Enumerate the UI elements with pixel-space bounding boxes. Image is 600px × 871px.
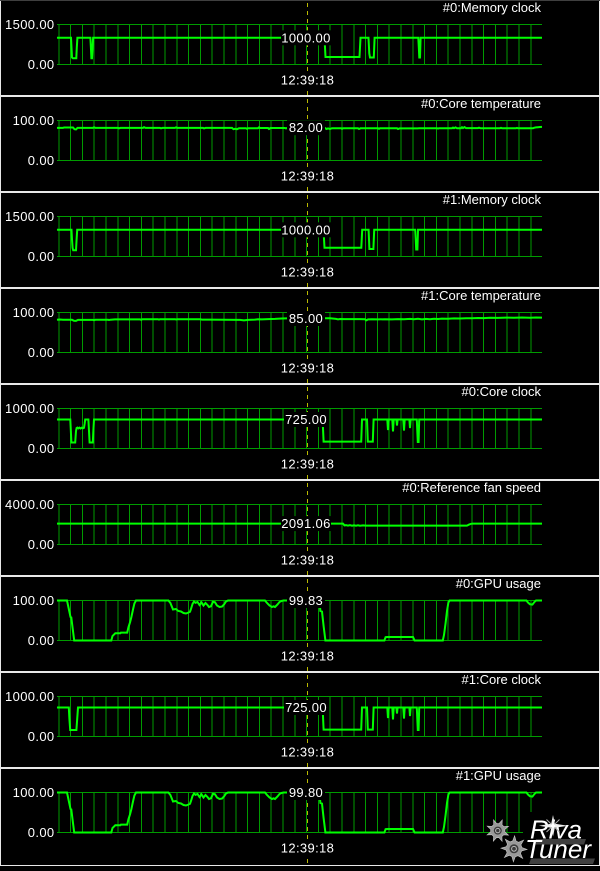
svg-text:100.00: 100.00 xyxy=(13,113,55,128)
svg-text:99.83: 99.83 xyxy=(289,593,323,608)
svg-text:12:39:18: 12:39:18 xyxy=(281,553,334,568)
svg-text:12:39:18: 12:39:18 xyxy=(281,841,334,856)
svg-text:#1:Core clock: #1:Core clock xyxy=(462,672,542,687)
svg-text:99.80: 99.80 xyxy=(289,785,323,800)
svg-text:12:39:18: 12:39:18 xyxy=(281,649,334,664)
svg-text:100.00: 100.00 xyxy=(13,785,55,800)
svg-text:0.00: 0.00 xyxy=(28,633,55,648)
svg-text:#1:GPU usage: #1:GPU usage xyxy=(456,768,541,783)
svg-text:100.00: 100.00 xyxy=(13,305,55,320)
svg-text:0.00: 0.00 xyxy=(28,57,55,72)
svg-text:#1:Core temperature: #1:Core temperature xyxy=(421,288,541,303)
svg-text:12:39:18: 12:39:18 xyxy=(281,361,334,376)
svg-text:Riva: Riva xyxy=(530,815,582,845)
svg-text:2091.06: 2091.06 xyxy=(281,516,330,531)
svg-text:1000.00: 1000.00 xyxy=(5,689,54,704)
svg-text:1000.00: 1000.00 xyxy=(5,401,54,416)
svg-text:Tuner: Tuner xyxy=(525,834,592,864)
svg-text:4000.00: 4000.00 xyxy=(5,497,54,512)
svg-text:12:39:18: 12:39:18 xyxy=(281,169,334,184)
svg-text:#0:Reference fan speed: #0:Reference fan speed xyxy=(402,480,541,495)
svg-text:12:39:18: 12:39:18 xyxy=(281,457,334,472)
svg-text:100.00: 100.00 xyxy=(13,593,55,608)
svg-text:#0:GPU usage: #0:GPU usage xyxy=(456,576,541,591)
svg-text:#0:Memory clock: #0:Memory clock xyxy=(443,0,542,15)
svg-text:12:39:18: 12:39:18 xyxy=(281,73,334,88)
svg-text:12:39:18: 12:39:18 xyxy=(281,265,334,280)
svg-text:#0:Core clock: #0:Core clock xyxy=(462,384,542,399)
svg-text:12:39:18: 12:39:18 xyxy=(281,745,334,760)
svg-text:85.00: 85.00 xyxy=(289,311,323,326)
svg-text:0.00: 0.00 xyxy=(28,729,55,744)
svg-text:725.00: 725.00 xyxy=(285,412,327,427)
svg-text:#0:Core temperature: #0:Core temperature xyxy=(421,96,541,111)
svg-text:0.00: 0.00 xyxy=(28,345,55,360)
svg-text:0.00: 0.00 xyxy=(28,153,55,168)
svg-text:82.00: 82.00 xyxy=(289,120,323,135)
svg-text:1000.00: 1000.00 xyxy=(281,222,330,237)
svg-text:1500.00: 1500.00 xyxy=(5,209,54,224)
svg-text:0.00: 0.00 xyxy=(28,825,55,840)
svg-text:0.00: 0.00 xyxy=(28,537,55,552)
svg-text:1500.00: 1500.00 xyxy=(5,17,54,32)
svg-text:1000.00: 1000.00 xyxy=(281,30,330,45)
svg-text:#1:Memory clock: #1:Memory clock xyxy=(443,192,542,207)
svg-text:0.00: 0.00 xyxy=(28,249,55,264)
svg-text:0.00: 0.00 xyxy=(28,441,55,456)
svg-text:725.00: 725.00 xyxy=(285,700,327,715)
